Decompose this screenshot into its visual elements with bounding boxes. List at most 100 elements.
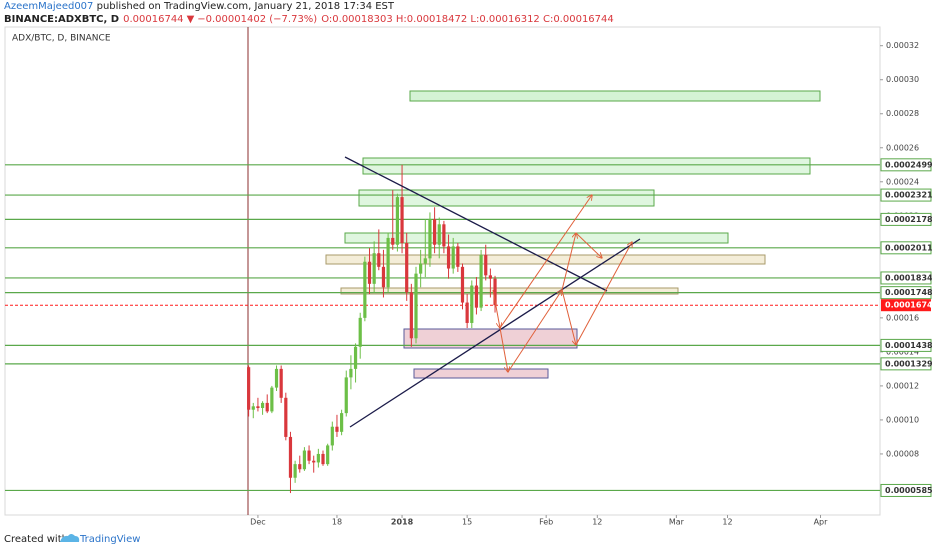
candle-body xyxy=(279,368,283,398)
arrow xyxy=(575,242,632,346)
candle-body xyxy=(451,246,455,269)
arrow xyxy=(499,195,592,329)
last-price-box xyxy=(881,299,931,312)
candle-body xyxy=(284,397,288,437)
x-tick-label: 12 xyxy=(592,518,602,527)
level-label: 0.00021789 xyxy=(885,215,932,224)
candle-body xyxy=(270,387,274,412)
candle-body xyxy=(349,368,353,378)
zone xyxy=(340,287,679,295)
published: published on TradingView.com, January 21… xyxy=(93,1,394,12)
candle-body xyxy=(391,237,395,245)
x-tick-label: 12 xyxy=(722,518,732,527)
candle-body xyxy=(307,450,311,461)
candle-body xyxy=(298,464,302,470)
zone xyxy=(344,232,729,244)
candle-body xyxy=(409,292,413,339)
level-label: 0.00024997 xyxy=(885,160,932,169)
level-label: 0.00014381 xyxy=(885,341,932,350)
candle-body xyxy=(293,464,297,478)
level-label: 0.00018346 xyxy=(885,273,932,282)
candle-body xyxy=(493,278,497,306)
level-label-box xyxy=(880,483,932,497)
candle-body xyxy=(372,253,376,284)
candle-body xyxy=(377,253,381,267)
candle-body xyxy=(400,197,404,244)
level-label-box xyxy=(880,357,932,371)
candle-body xyxy=(251,406,255,410)
change: −0.00001402 (−7.73%) xyxy=(197,14,317,25)
level-label-box xyxy=(880,338,932,352)
candle-body xyxy=(381,266,386,288)
level-label-box xyxy=(880,158,932,172)
candle-body xyxy=(330,426,334,446)
candle-body xyxy=(367,261,372,284)
zone xyxy=(362,157,811,175)
candle-body xyxy=(316,453,320,463)
candle-body xyxy=(479,254,483,308)
candle-body xyxy=(312,460,316,463)
candle-body xyxy=(432,219,437,245)
candle-body xyxy=(460,266,465,303)
y-tick-label: 0.00010 xyxy=(886,415,919,424)
arrow xyxy=(492,289,500,328)
level-label: 0.00013296 xyxy=(885,359,932,368)
last-price-label: 0.00016744 xyxy=(885,301,932,310)
candle-body xyxy=(442,224,446,247)
candle-body xyxy=(265,402,269,412)
ohlc: O:0.00018303 H:0.00018472 L:0.00016312 C… xyxy=(321,14,614,25)
y-tick-label: 0.00032 xyxy=(886,41,919,50)
arrow xyxy=(575,232,602,258)
level-label: 0.00017482 xyxy=(885,288,932,297)
y-tick-label: 0.00008 xyxy=(886,449,919,458)
header-line-1: AzeemMajeed007 published on TradingView.… xyxy=(4,1,395,12)
candles xyxy=(247,164,497,494)
symbol: BINANCE:ADXBTC, D xyxy=(4,14,119,25)
y-tick-label: 0.00028 xyxy=(886,109,919,118)
x-tick-label: 18 xyxy=(332,518,342,527)
header-line-2: BINANCE:ADXBTC, D 0.00016744 ▼ −0.00001402 … xyxy=(4,14,614,25)
level-label-box xyxy=(880,286,932,300)
footer-brand[interactable]: TradingView xyxy=(79,534,140,545)
trend-line xyxy=(344,156,608,292)
y-tick-label: 0.00024 xyxy=(886,177,919,186)
plot-frame xyxy=(4,26,881,516)
level-label: 0.00005853 xyxy=(885,486,932,495)
trend-drawings xyxy=(344,156,641,428)
candle-body xyxy=(474,285,479,308)
candle-body xyxy=(456,246,460,267)
y-tick-label: 0.00012 xyxy=(886,381,919,390)
y-tick-label: 0.00016 xyxy=(886,313,919,322)
candle-body xyxy=(344,377,348,414)
candle-body xyxy=(419,263,423,274)
candle-body xyxy=(326,445,330,465)
arrow xyxy=(561,289,576,345)
y-tick-label: 0.00030 xyxy=(886,75,919,84)
price: 0.00016744 xyxy=(123,14,183,25)
candle-body xyxy=(302,450,307,470)
candle-body xyxy=(437,224,441,245)
level-label-box xyxy=(880,241,932,255)
candle-body xyxy=(446,246,451,269)
x-tick-label: Dec xyxy=(250,518,265,527)
axes: 0.00032 0.00030 0.00028 0.00026 0.00024 0.000… xyxy=(250,41,932,526)
candle-body xyxy=(353,346,358,369)
footer-created: Created with xyxy=(4,534,68,545)
candle-body xyxy=(256,406,260,409)
candle-body xyxy=(363,261,367,318)
level-label-box xyxy=(880,188,932,202)
candle-body xyxy=(260,402,265,409)
level-label: 0.00023219 xyxy=(885,191,932,200)
y-tick-label: 0.00026 xyxy=(886,143,919,152)
x-tick-label: Mar xyxy=(669,518,685,527)
chart-title: ADX/BTC, D, BINANCE xyxy=(12,34,111,44)
candle-body xyxy=(414,273,418,339)
author[interactable]: AzeemMajeed007 xyxy=(4,1,93,12)
candle-body xyxy=(395,197,400,245)
level-label-box xyxy=(880,271,932,285)
candle-body xyxy=(274,368,279,388)
candle-body xyxy=(465,302,469,323)
x-tick-label: Apr xyxy=(814,518,829,527)
